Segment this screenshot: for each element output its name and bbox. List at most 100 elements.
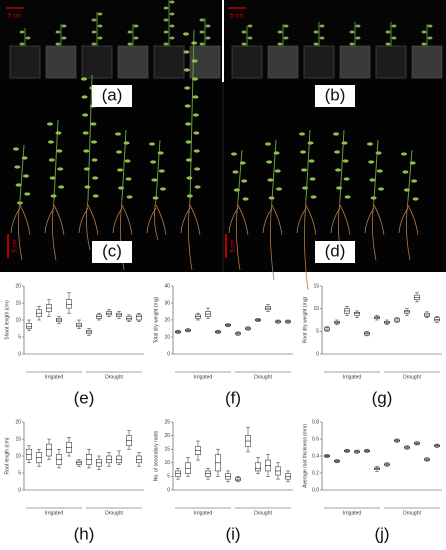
box [46,443,52,457]
leaf [50,194,57,198]
leaf [334,150,341,154]
leaf [341,141,348,145]
y-axis-label: Root length (cm) [4,437,10,474]
leaf [277,30,283,34]
leaf [169,24,175,28]
leaf [169,36,175,40]
leaf [241,179,248,183]
group-label: Drought [105,510,123,516]
leaf [368,160,375,164]
y-tick-label: 25 [164,419,170,425]
plants [9,0,443,291]
leaf [169,0,175,4]
leaf [21,156,28,160]
y-tick-label: 0.2 [312,470,319,476]
leaf [192,95,199,99]
leaf [231,152,237,156]
leaf [91,18,97,22]
leaf [92,176,99,180]
leaf [24,192,31,196]
root [44,199,65,261]
leaf [355,36,361,40]
leaf [56,149,63,153]
leaf [199,42,205,46]
leaf [125,177,132,181]
leaf [55,131,62,135]
box [354,312,360,316]
leaf [232,170,239,174]
y-axis-label: Root dry weight (mg) [302,296,308,343]
leaf [283,36,289,40]
box [136,314,142,321]
y-tick-label: 10 [15,317,21,323]
leaf [61,24,67,28]
leaf [97,24,103,28]
stem [87,74,93,201]
leaf [300,150,307,154]
root [262,199,283,281]
leaf [205,36,211,40]
leaf [55,30,61,34]
group-label: Drought [403,510,421,516]
leaf [369,178,376,182]
y-tick-label: 15 [313,283,319,289]
leaf [22,174,29,178]
leaf [25,36,31,40]
pot [117,45,149,79]
y-axis-label: Average root thickness (mm) [302,424,308,488]
leaf [49,176,56,180]
y-tick-label: 5 [167,474,170,480]
leaf [150,160,157,164]
box [26,323,32,329]
leaf [199,18,205,22]
leaf [133,36,139,40]
leaf [385,30,391,34]
leaf [184,104,191,108]
leaf [163,42,169,46]
box [255,462,261,472]
leaf [118,186,125,190]
leaf [193,131,200,135]
leaf [91,140,98,144]
box [66,299,72,309]
pot [9,45,41,79]
leaf [184,86,191,90]
y-tick-label: 15 [164,447,170,453]
y-axis-label: Shoot length (cm) [4,300,10,340]
leaf [277,42,283,46]
panel-label: (i) [225,524,240,543]
pot [153,45,185,79]
leaf [133,24,139,28]
root [180,199,201,271]
leaf [427,36,433,40]
y-tick-label: 5 [316,329,319,335]
leaf [163,6,169,10]
leaf [158,169,165,173]
leaf [116,150,123,154]
leaf [367,142,373,146]
label-bg [92,85,132,107]
leaf [61,36,67,40]
leaf [370,196,377,200]
root [78,199,99,251]
leaf [193,149,200,153]
leaf [82,113,89,117]
scale-label: 5 cm [230,14,243,20]
leaf [123,141,130,145]
leaf [163,30,169,34]
leaf [355,24,361,28]
leaf [273,151,280,155]
leaf [319,24,325,28]
stem [155,139,161,201]
panel-label: (h) [74,524,95,543]
leaf [127,30,133,34]
leaf [19,30,25,34]
scale-label: 5 cm [231,239,237,252]
root [146,199,167,241]
panel-label: (a) [102,85,123,104]
leaf [91,30,97,34]
leaf [92,194,99,198]
panel-label: (j) [374,524,389,543]
stem [373,139,379,201]
leaf [83,149,90,153]
